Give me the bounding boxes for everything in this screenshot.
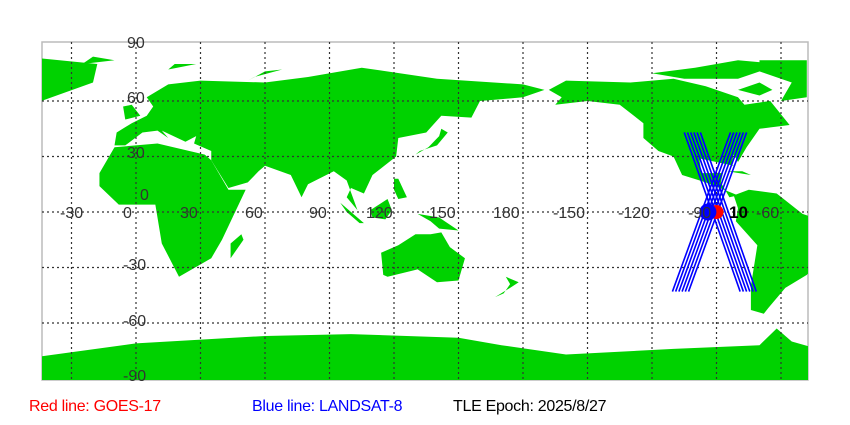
landmass-cuba	[727, 171, 751, 175]
landsat-track-descending	[696, 132, 754, 292]
landmass-arcticI	[82, 56, 115, 64]
landmass-uk	[123, 104, 141, 120]
landmass-madagascar	[230, 234, 244, 259]
landmass-canarc	[652, 60, 781, 79]
landmass-svalbard	[168, 64, 197, 70]
landmass-samerica	[733, 189, 808, 314]
landmass-borneo	[370, 199, 392, 220]
landmass-antarctica	[42, 328, 808, 380]
landmass-sumatra	[340, 202, 364, 224]
lon-tick-label: -60	[756, 205, 779, 222]
lon-tick-label: 90	[309, 205, 327, 222]
landmass-philippines	[394, 178, 407, 200]
tle-epoch: TLE Epoch: 2025/8/27	[453, 398, 607, 415]
lon-tick-label: 180	[493, 205, 520, 222]
landmass-newguinea	[417, 213, 459, 231]
landmass-greenlandW	[42, 58, 98, 101]
lon-tick-label: 30	[180, 205, 198, 222]
landmass-greenlandE	[759, 60, 807, 101]
lon-tick-label: -150	[553, 205, 585, 222]
landmass-novaya	[247, 69, 283, 81]
graticule	[42, 42, 808, 380]
lat-tick-label: 30	[127, 145, 145, 162]
legend-red-line: Red line: GOES-17	[29, 398, 161, 415]
satellite-markers	[699, 203, 724, 221]
lat-tick-label: 90	[127, 35, 145, 52]
lon-tick-label: -120	[618, 205, 650, 222]
legend-blue-line: Blue line: LANDSAT-8	[252, 398, 403, 415]
lat-tick-label: 0	[140, 187, 149, 204]
landmass-namerica	[548, 78, 790, 198]
lat-tick-label: -90	[123, 368, 146, 385]
lat-tick-label: 60	[127, 90, 145, 107]
lon-tick-label: -30	[60, 205, 83, 222]
lon-tick-label: 0	[123, 205, 132, 222]
lon-tick-label: 120	[366, 205, 393, 222]
landsat-track-descending	[699, 132, 758, 292]
lon-tick-label: -90	[688, 205, 711, 222]
lat-tick-label: -30	[123, 257, 146, 274]
landmass-baffin	[738, 82, 773, 96]
tick-labels: -30 0 30 60 90 120 150 180 -150 -120 -90 -60 90 60 30 0…	[60, 35, 779, 385]
lat-tick-label: -60	[123, 313, 146, 330]
lon-tick-label: 60	[245, 205, 263, 222]
landmass-nz	[495, 276, 519, 298]
landmass-australia	[381, 232, 465, 283]
landmass-africa	[99, 143, 246, 277]
land-layer	[42, 56, 808, 380]
lon-tick-label: 150	[429, 205, 456, 222]
landsat-8-marker	[699, 203, 717, 221]
landmass-japan	[415, 128, 448, 155]
satellite-label-overlap: 10	[729, 203, 748, 222]
